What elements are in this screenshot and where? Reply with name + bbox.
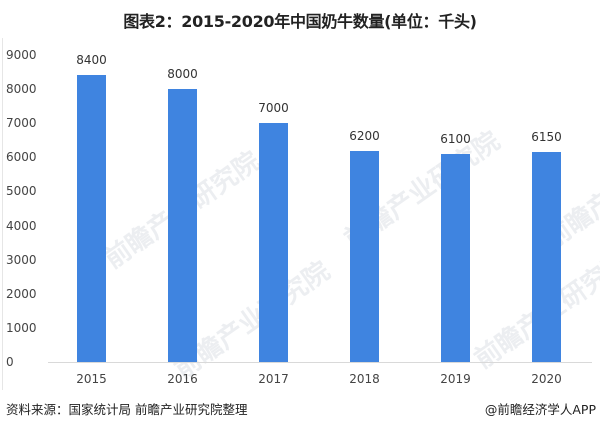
- y-tick-label: 7000: [6, 116, 37, 131]
- data-label: 8000: [167, 67, 198, 82]
- y-tick-label: 8000: [6, 82, 37, 97]
- y-tick-label: 1000: [6, 320, 37, 335]
- y-tick-label: 2000: [6, 286, 37, 301]
- bar-2018: [350, 150, 379, 362]
- x-tick-label: 2019: [440, 372, 471, 386]
- data-label: 6150: [531, 130, 562, 145]
- bar-2020: [532, 152, 561, 362]
- y-tick-label: 0: [6, 355, 14, 369]
- chart-frame: [2, 38, 595, 390]
- x-axis-line: [48, 362, 592, 363]
- data-label: 7000: [258, 101, 289, 116]
- data-label: 6100: [440, 131, 471, 146]
- bar-2017: [259, 123, 288, 362]
- data-label: 6200: [349, 128, 380, 143]
- credit-note: @前瞻经济学人APP: [484, 402, 596, 417]
- x-tick-label: 2015: [76, 372, 107, 386]
- x-tick-label: 2020: [531, 372, 562, 386]
- chart-title: 图表2：2015-2020年中国奶牛数量(单位：千头): [123, 12, 477, 31]
- y-tick-label: 5000: [6, 184, 37, 199]
- y-tick-label: 4000: [6, 218, 37, 233]
- x-tick-label: 2018: [349, 372, 380, 386]
- x-tick-label: 2017: [258, 372, 289, 386]
- x-tick-label: 2016: [167, 372, 198, 386]
- y-tick-label: 3000: [6, 252, 37, 267]
- y-tick-label: 9000: [6, 48, 37, 62]
- data-label: 8400: [76, 53, 107, 68]
- source-note: 资料来源：国家统计局 前瞻产业研究院整理: [6, 402, 248, 417]
- bar-2019: [441, 153, 470, 362]
- y-tick-label: 6000: [6, 150, 37, 165]
- bar-2015: [77, 75, 106, 362]
- bar-2016: [168, 89, 197, 362]
